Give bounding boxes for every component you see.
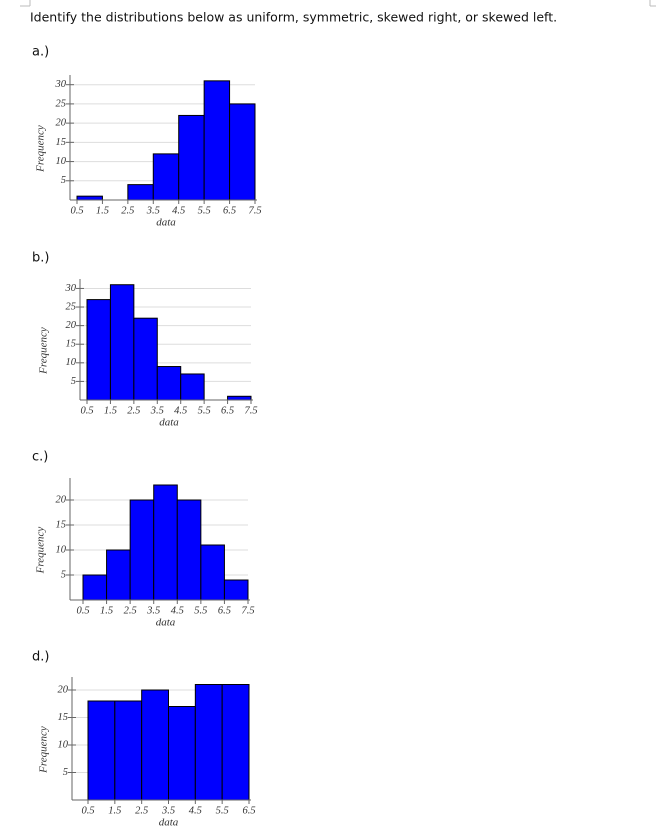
- x-tick-label: 2.5: [124, 605, 137, 616]
- bar: [141, 689, 170, 801]
- x-tick-label: 3.5: [161, 805, 175, 816]
- y-tick-label: 20: [56, 118, 67, 129]
- y-tick-label: 15: [58, 712, 69, 723]
- part-label: b.): [32, 251, 49, 266]
- y-tick-label: 5: [63, 767, 68, 778]
- y-tick-label: 10: [66, 357, 77, 368]
- x-tick-label: 0.5: [76, 605, 89, 616]
- bar: [114, 700, 143, 801]
- x-axis-label: data: [159, 417, 179, 429]
- y-tick-label: 10: [58, 739, 69, 750]
- y-tick-label: 15: [56, 137, 67, 148]
- bar: [203, 80, 231, 201]
- bar: [87, 700, 116, 801]
- y-tick-label: 10: [56, 156, 67, 167]
- y-tick-label: 15: [66, 339, 77, 350]
- y-tick-label: 15: [56, 519, 67, 530]
- x-tick-label: 6.5: [223, 205, 236, 216]
- bar: [229, 103, 256, 201]
- x-tick-label: 7.5: [241, 605, 254, 616]
- x-tick-label: 7.5: [244, 405, 257, 416]
- part-label: d.): [32, 650, 49, 665]
- x-tick-label: 4.5: [171, 605, 184, 616]
- bar: [133, 317, 158, 401]
- bar: [156, 366, 182, 401]
- y-tick-label: 30: [65, 283, 77, 294]
- x-tick-label: 5.5: [216, 805, 229, 816]
- x-tick-label: 4.5: [172, 205, 185, 216]
- bar: [127, 184, 154, 201]
- bar: [223, 579, 249, 601]
- bar: [221, 684, 250, 801]
- part-label: c.): [32, 450, 48, 465]
- bar: [180, 373, 205, 401]
- part-label: a.): [32, 45, 49, 60]
- x-axis-label: data: [156, 617, 176, 629]
- x-tick-label: 3.5: [150, 405, 164, 416]
- corner-mark: [20, 0, 31, 7]
- bar: [82, 574, 108, 601]
- x-tick-label: 4.5: [189, 805, 202, 816]
- x-tick-label: 2.5: [121, 205, 134, 216]
- x-tick-label: 3.5: [146, 605, 160, 616]
- x-tick-label: 5.5: [194, 605, 207, 616]
- y-tick-label: 25: [66, 301, 77, 312]
- x-tick-label: 6.5: [221, 405, 234, 416]
- y-tick-label: 5: [61, 569, 66, 580]
- y-tick-label: 5: [71, 376, 76, 387]
- x-tick-label: 0.5: [70, 205, 83, 216]
- bar: [227, 395, 252, 401]
- bar: [86, 299, 111, 401]
- y-tick-label: 5: [61, 175, 66, 186]
- x-tick-label: 0.5: [80, 405, 93, 416]
- bar: [200, 544, 225, 601]
- x-tick-label: 1.5: [96, 205, 109, 216]
- corner-mark: [649, 0, 656, 7]
- y-axis-label: Frequency: [35, 527, 47, 575]
- y-tick-label: 20: [56, 494, 67, 505]
- y-tick-label: 25: [56, 98, 67, 109]
- x-axis-label: data: [159, 817, 179, 829]
- bar: [76, 195, 103, 201]
- y-axis-label: Frequency: [38, 327, 50, 375]
- bar: [109, 284, 135, 401]
- bar: [129, 499, 155, 601]
- bar: [176, 499, 202, 601]
- x-tick-label: 3.5: [146, 205, 160, 216]
- y-tick-label: 20: [66, 320, 77, 331]
- y-tick-label: 20: [58, 684, 69, 695]
- x-tick-label: 6.5: [242, 805, 255, 816]
- y-axis-label: Frequency: [38, 726, 50, 774]
- x-axis-label: data: [156, 217, 176, 229]
- y-axis-label: Frequency: [35, 125, 47, 173]
- x-tick-label: 7.5: [248, 205, 261, 216]
- x-tick-label: 1.5: [104, 405, 117, 416]
- y-tick-label: 30: [55, 79, 67, 90]
- x-tick-label: 2.5: [135, 805, 148, 816]
- x-tick-label: 5.5: [198, 205, 211, 216]
- x-tick-label: 1.5: [108, 805, 121, 816]
- x-tick-label: 5.5: [198, 405, 211, 416]
- bar: [168, 706, 196, 801]
- bar: [153, 484, 178, 601]
- x-tick-label: 2.5: [127, 405, 140, 416]
- bar: [152, 153, 180, 201]
- x-tick-label: 6.5: [218, 605, 231, 616]
- x-tick-label: 4.5: [174, 405, 187, 416]
- y-tick-label: 10: [56, 544, 67, 555]
- bar: [106, 549, 131, 601]
- x-tick-label: 0.5: [81, 805, 94, 816]
- bar: [194, 684, 223, 801]
- bar: [178, 114, 205, 201]
- x-tick-label: 1.5: [100, 605, 113, 616]
- question: Identify the distributions below as unif…: [30, 10, 557, 25]
